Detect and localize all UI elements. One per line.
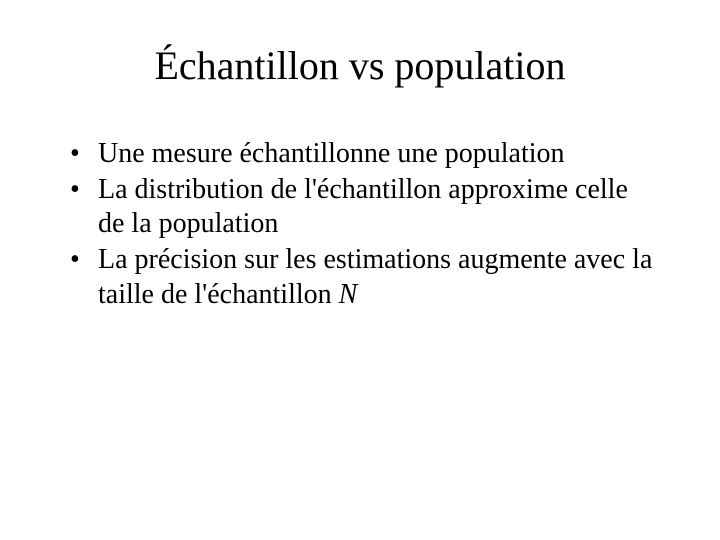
list-item: La précision sur les estimations augment… — [70, 243, 660, 311]
bullet-text: La précision sur les estimations augment… — [98, 244, 652, 309]
bullet-text-italic: N — [339, 279, 358, 310]
list-item: Une mesure échantillonne une population — [70, 137, 660, 171]
bullet-list: Une mesure échantillonne une population … — [60, 137, 660, 312]
bullet-text: Une mesure échantillonne une population — [98, 138, 565, 169]
slide-title: Échantillon vs population — [60, 42, 660, 89]
list-item: La distribution de l'échantillon approxi… — [70, 173, 660, 241]
bullet-text: La distribution de l'échantillon approxi… — [98, 174, 628, 239]
